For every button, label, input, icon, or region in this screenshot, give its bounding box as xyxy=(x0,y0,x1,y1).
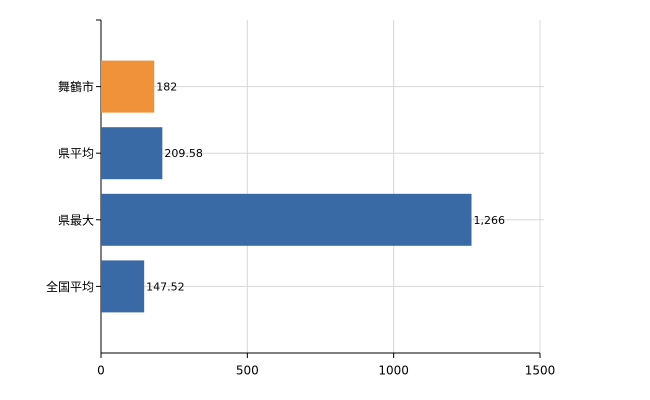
value-label: 147.52 xyxy=(146,280,185,293)
bar xyxy=(101,193,472,246)
y-tick-label: 県最大 xyxy=(58,213,94,227)
y-tick-label: 県平均 xyxy=(58,147,94,161)
y-tick-label: 全国平均 xyxy=(46,279,94,294)
x-tick-label: 1000 xyxy=(378,364,409,378)
x-tick-label: 500 xyxy=(236,364,259,378)
bar xyxy=(101,127,163,180)
bar xyxy=(101,260,145,313)
x-tick-label: 1500 xyxy=(525,364,556,378)
value-label: 1,266 xyxy=(474,214,506,227)
value-label: 209.58 xyxy=(164,147,203,160)
x-tick-label: 0 xyxy=(97,364,105,378)
value-label: 182 xyxy=(156,81,177,94)
bar xyxy=(101,60,155,113)
y-tick-label: 舞鶴市 xyxy=(58,79,94,94)
